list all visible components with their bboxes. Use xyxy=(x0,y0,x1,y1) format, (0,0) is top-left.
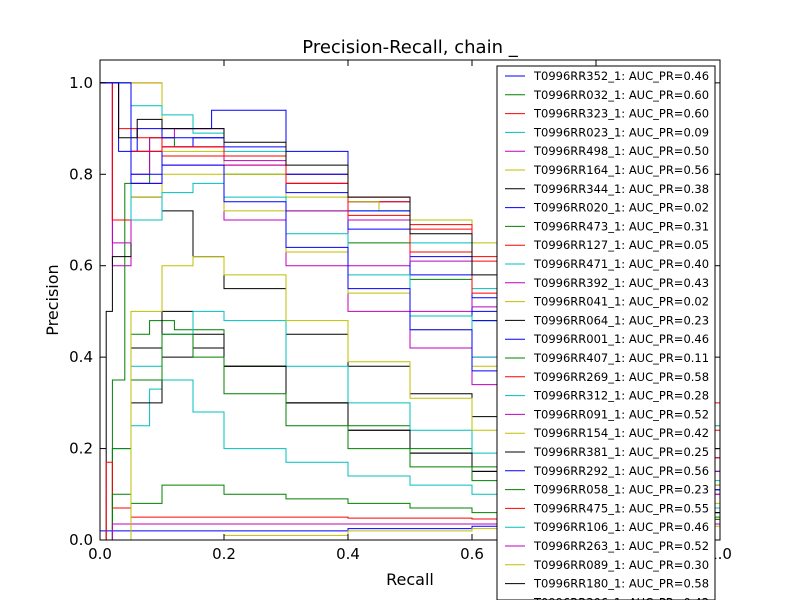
legend-label-21: T0996RR292_1: AUC_PR=0.56 xyxy=(533,464,709,478)
legend-label-25: T0996RR263_1: AUC_PR=0.52 xyxy=(533,539,709,553)
y-tick-label-3: 0.6 xyxy=(69,257,93,275)
legend-label-8: T0996RR473_1: AUC_PR=0.31 xyxy=(533,219,709,233)
y-tick-label-0: 0.0 xyxy=(69,531,93,549)
x-tick-label-3: 0.6 xyxy=(460,545,484,563)
legend-label-7: T0996RR020_1: AUC_PR=0.02 xyxy=(533,201,709,215)
x-tick-label-0: 0.0 xyxy=(88,545,112,563)
legend-label-26: T0996RR089_1: AUC_PR=0.30 xyxy=(533,558,709,572)
legend-label-13: T0996RR064_1: AUC_PR=0.23 xyxy=(533,313,709,327)
legend-label-22: T0996RR058_1: AUC_PR=0.23 xyxy=(533,483,709,497)
legend-label-27: T0996RR180_1: AUC_PR=0.58 xyxy=(533,577,709,591)
x-tick-label-1: 0.2 xyxy=(212,545,236,563)
legend-label-1: T0996RR032_1: AUC_PR=0.60 xyxy=(533,88,709,102)
legend-label-3: T0996RR023_1: AUC_PR=0.09 xyxy=(533,125,709,139)
legend-label-20: T0996RR381_1: AUC_PR=0.25 xyxy=(533,445,709,459)
y-tick-label-5: 1.0 xyxy=(69,74,93,92)
legend-label-19: T0996RR154_1: AUC_PR=0.42 xyxy=(533,426,709,440)
legend: T0996RR352_1: AUC_PR=0.46 T0996RR032_1: A… xyxy=(496,65,716,600)
y-tick-label-1: 0.2 xyxy=(69,440,93,458)
legend-label-16: T0996RR269_1: AUC_PR=0.58 xyxy=(533,370,709,384)
legend-label-0: T0996RR352_1: AUC_PR=0.46 xyxy=(533,69,709,83)
legend-label-10: T0996RR471_1: AUC_PR=0.40 xyxy=(533,257,709,271)
legend-label-18: T0996RR091_1: AUC_PR=0.52 xyxy=(533,407,709,421)
legend-label-14: T0996RR001_1: AUC_PR=0.46 xyxy=(533,332,709,346)
x-tick-label-2: 0.4 xyxy=(336,545,360,563)
chart-title: Precision-Recall, chain _ xyxy=(302,37,518,58)
y-axis-label: Precision xyxy=(43,264,62,335)
legend-label-28: T0996RR306_1: AUC_PR=0.42 xyxy=(533,595,709,600)
legend-label-15: T0996RR407_1: AUC_PR=0.11 xyxy=(533,351,709,365)
legend-label-4: T0996RR498_1: AUC_PR=0.50 xyxy=(533,144,709,158)
legend-label-2: T0996RR323_1: AUC_PR=0.60 xyxy=(533,107,709,121)
y-tick-label-2: 0.4 xyxy=(69,348,93,366)
legend-label-24: T0996RR106_1: AUC_PR=0.46 xyxy=(533,520,709,534)
legend-box xyxy=(496,65,716,600)
legend-label-9: T0996RR127_1: AUC_PR=0.05 xyxy=(533,238,709,252)
plot-frame xyxy=(99,59,721,541)
legend-label-6: T0996RR344_1: AUC_PR=0.38 xyxy=(533,182,709,196)
y-tick-label-4: 0.8 xyxy=(69,165,93,183)
legend-label-5: T0996RR164_1: AUC_PR=0.56 xyxy=(533,163,709,177)
legend-label-11: T0996RR392_1: AUC_PR=0.43 xyxy=(533,276,709,290)
legend-label-17: T0996RR312_1: AUC_PR=0.28 xyxy=(533,389,709,403)
legend-label-12: T0996RR041_1: AUC_PR=0.02 xyxy=(533,295,709,309)
x-axis-label: Recall xyxy=(386,570,434,589)
legend-label-23: T0996RR475_1: AUC_PR=0.55 xyxy=(533,501,709,515)
